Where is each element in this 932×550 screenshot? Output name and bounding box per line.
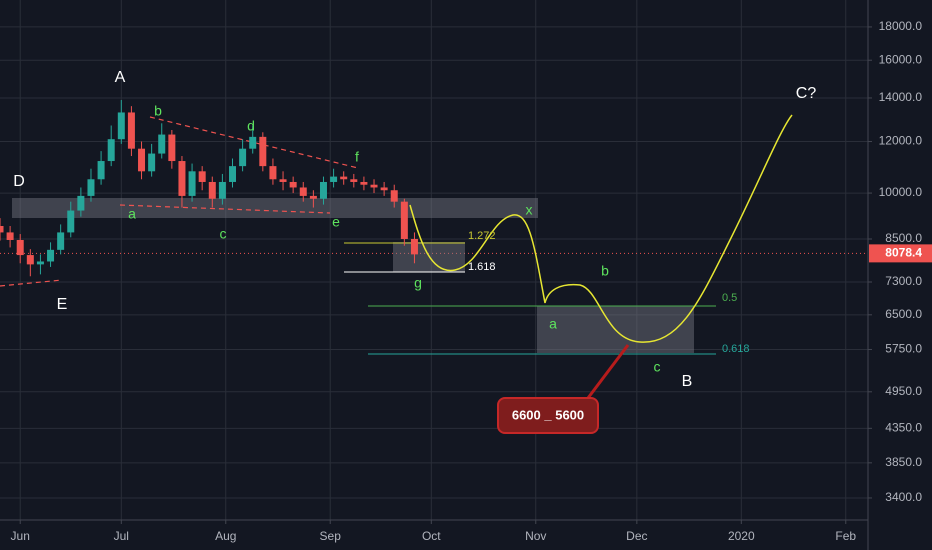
annotation: D [13,173,25,190]
candle-body [188,171,196,196]
candle-body [269,166,277,180]
y-tick-label: 14000.0 [879,90,923,104]
candle-body [148,153,156,172]
annotation: g [414,275,422,291]
annotation: b [601,263,609,279]
trend-line [0,279,63,287]
candle-body [319,181,327,199]
y-tick-label: 3400.0 [885,490,922,504]
candle-body [0,225,4,233]
candle-body [138,148,146,172]
candle-body [198,171,206,182]
annotation: c [654,359,661,375]
candle-body [36,261,44,265]
candle-body [16,239,24,256]
annotation: 0.5 [722,292,737,304]
x-tick-label: Jun [11,529,30,543]
candle-body [239,148,247,167]
annotation: 1.618 [468,261,496,273]
annotation: x [526,202,533,218]
annotation: a [128,206,136,222]
annotation: d [247,118,255,134]
annotation: b [154,103,162,119]
annotation: E [57,296,68,313]
annotation: C? [796,85,817,102]
x-tick-label: Oct [422,529,441,543]
candle-body [380,187,388,191]
x-tick-label: 2020 [728,529,755,543]
candle-body [6,232,14,240]
y-tick-label: 6500.0 [885,307,922,321]
x-tick-label: Aug [215,529,236,543]
candle-body [410,238,418,255]
candle-body [158,134,166,154]
candle-body [208,181,216,199]
candle-body [77,195,85,211]
candles [0,99,418,277]
annotation: e [332,214,340,230]
callout-box [497,397,599,434]
candle-body [87,179,95,196]
candle-body [299,187,307,196]
candle-body [400,201,408,239]
candle-body [229,166,236,182]
annotation: 0.618 [722,343,750,355]
candle-body [178,161,186,196]
callout-text: 6600 _ 5600 [512,407,584,422]
candle-body [57,232,65,250]
y-tick-label: 10000.0 [879,185,923,199]
annotation: a [549,316,557,332]
candle-body [340,176,348,180]
candle-body [390,190,398,202]
y-tick-label: 5750.0 [885,342,922,356]
y-tick-label: 4950.0 [885,384,922,398]
candle-body [249,136,257,149]
annotations: A C? B D Eb d f a c e x g b a c 1.272 1.618 0.5 0.618 [13,69,816,390]
y-tick-label: 12000.0 [879,134,923,148]
candle-body [360,181,368,185]
candle-body [107,139,115,162]
x-tick-label: Sep [320,529,342,543]
candle-body [330,176,338,182]
candle-body [289,181,297,188]
candle-body [26,255,34,265]
annotation: B [682,373,693,390]
annotation: c [220,226,227,242]
current-price-label: 8078.4 [885,246,922,260]
candle-body [127,112,135,149]
callout-pointer [583,344,630,403]
candle-body [218,181,226,199]
candle-body [370,184,378,188]
x-tick-label: Dec [626,529,647,543]
projection-path [409,114,793,343]
y-tick-label: 16000.0 [879,52,923,66]
candle-body [259,136,267,167]
candle-body [279,179,287,182]
candle-body [117,112,125,140]
candle-body [350,179,358,182]
x-tick-label: Nov [525,529,546,543]
x-tick-label: Jul [114,529,129,543]
y-tick-label: 8500.0 [885,231,922,245]
candle-body [67,210,75,233]
y-tick-label: 3850.0 [885,455,922,469]
y-tick-label: 18000.0 [879,19,923,33]
x-tick-label: Feb [835,529,856,543]
y-tick-label: 4350.0 [885,420,922,434]
candle-body [309,195,317,199]
candle-body [97,161,105,180]
trend-line [119,204,331,214]
current-price-tag [869,244,932,263]
y-tick-label: 7300.0 [885,274,922,288]
candle-body [168,134,176,162]
annotation: 1.272 [468,230,496,242]
annotation: f [355,149,359,165]
annotation: A [115,69,126,86]
candle-body [47,249,55,262]
